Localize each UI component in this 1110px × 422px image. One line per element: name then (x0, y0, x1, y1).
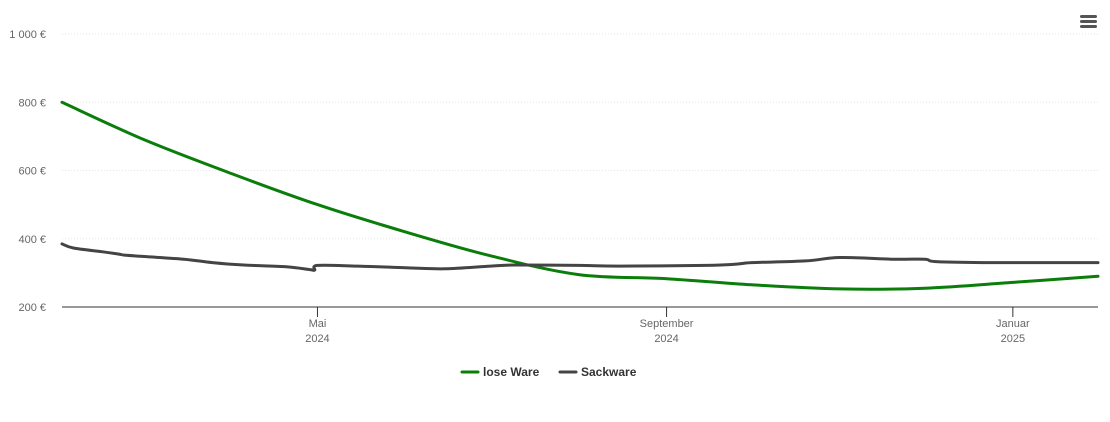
x-axis-ticks: Mai 2024 September 2024 Januar 2025 (305, 307, 1030, 345)
series-lines (60, 100, 1100, 291)
series-line-2[interactable] (60, 242, 1100, 272)
y-tick-label: 400 € (18, 234, 46, 246)
y-tick-label: 200 € (18, 302, 46, 314)
menu-icon[interactable] (1080, 15, 1097, 28)
y-tick-label: 600 € (18, 166, 46, 178)
legend-label: lose Ware (483, 365, 540, 379)
legend-label: Sackware (581, 365, 637, 379)
x-tick-year-label: 2024 (305, 333, 329, 345)
series-line-1[interactable] (60, 100, 1100, 291)
x-tick-year-label: 2025 (1001, 333, 1025, 345)
x-tick-month-label: Mai (309, 318, 327, 330)
legend: lose Ware Sackware (460, 365, 637, 379)
x-tick-year-label: 2024 (654, 333, 678, 345)
y-tick-label: 1 000 € (9, 29, 46, 41)
legend-item[interactable]: Sackware (558, 365, 637, 379)
y-tick-label: 800 € (18, 97, 46, 109)
grid-lines (62, 33, 1098, 240)
y-axis-labels: 200 € 400 € 600 € 800 € 1 000 € (9, 29, 46, 314)
x-tick-month-label: Januar (996, 318, 1030, 330)
x-tick-month-label: September (640, 318, 694, 330)
legend-item[interactable]: lose Ware (460, 365, 540, 379)
